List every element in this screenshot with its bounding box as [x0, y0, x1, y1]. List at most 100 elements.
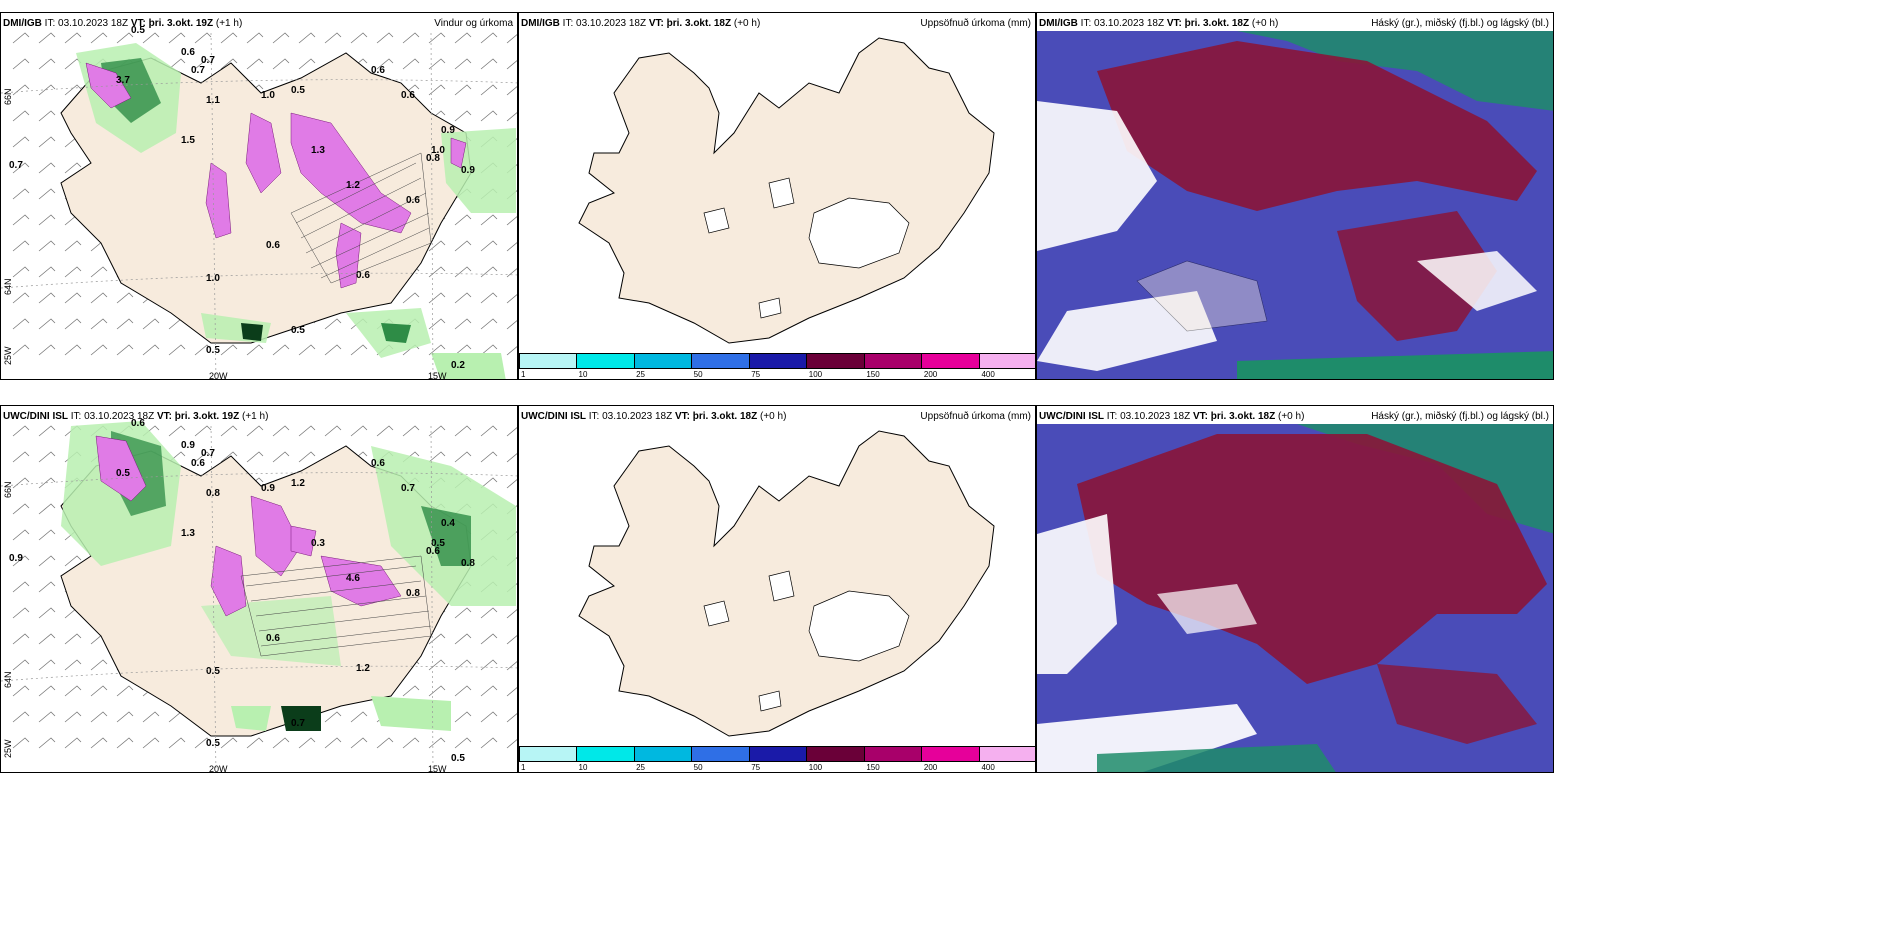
model-name: DMI/IGB	[3, 18, 42, 29]
wind-barb	[506, 216, 517, 226]
colorbar-ticks: 1 10 25 50 75 100 150 200 400	[519, 370, 1035, 379]
precip-value-label: 1.2	[356, 663, 370, 674]
wind-barb	[38, 84, 56, 96]
wind-barb	[350, 425, 368, 437]
wind-barb	[428, 425, 446, 437]
wind-barb	[168, 32, 186, 44]
precip-value-label: 0.6	[406, 195, 420, 206]
panel-title: DMI/IGB IT: 03.10.2023 18Z VT: þri. 3.ok…	[1039, 18, 1278, 29]
wind-barb	[38, 318, 56, 330]
wind-barb	[64, 555, 82, 567]
lead-time: (+0 h)	[1251, 18, 1279, 29]
precip-value-label: 0.8	[426, 153, 440, 164]
wind-barb	[298, 32, 316, 44]
wind-barb	[506, 739, 517, 749]
precip-colorbar	[519, 353, 1035, 369]
wind-barb	[480, 344, 498, 356]
wind-barb	[506, 713, 517, 723]
wind-barb	[64, 162, 82, 174]
wind-barb	[168, 58, 186, 70]
colorbar-segment	[692, 354, 750, 368]
precip-value-label: 0.3	[311, 538, 325, 549]
wind-barb	[38, 425, 56, 437]
wind-barb	[90, 711, 108, 723]
colorbar-tick-label: 200	[923, 370, 938, 379]
precip-value-label: 0.7	[9, 160, 23, 171]
wind-barb	[506, 320, 517, 330]
colorbar-tick-label: 1	[521, 763, 526, 772]
wind-barb	[324, 737, 342, 749]
wind-barb	[90, 659, 108, 671]
wind-barb	[38, 240, 56, 252]
vt-value: þri. 3.okt. 18Z	[1210, 411, 1276, 422]
precip-value-label: 0.7	[201, 55, 215, 66]
wind-barb	[506, 242, 517, 252]
lead-time: (+0 h)	[760, 411, 787, 422]
precip-value-label: 0.9	[261, 483, 275, 494]
accumulated-precip-panel-dmi: DMI/IGB IT: 03.10.2023 18Z VT: þri. 3.ok…	[518, 12, 1036, 380]
precip-value-label: 0.5	[206, 738, 220, 749]
wind-barb	[376, 737, 394, 749]
wind-barb	[480, 214, 498, 226]
precip-value-label: 0.8	[406, 588, 420, 599]
wind-barb	[220, 737, 238, 749]
wind-barb	[38, 266, 56, 278]
precip-value-label: 0.6	[426, 546, 440, 557]
colorbar-tick-label: 25	[636, 763, 646, 772]
cloud-panel-dmi: DMI/IGB IT: 03.10.2023 18Z VT: þri. 3.ok…	[1036, 12, 1554, 380]
wind-barb	[480, 633, 498, 645]
wind-barb	[64, 240, 82, 252]
wind-barb	[12, 659, 30, 671]
colorbar-tick-label: 400	[981, 763, 995, 772]
colorbar-tick-label: 100	[808, 370, 823, 379]
wind-barb	[506, 687, 517, 697]
wind-precip-map: 0.60.90.70.60.50.8 0.9 1.20.60.71.30.40.3 0…	[1, 418, 517, 772]
wind-barb	[142, 344, 160, 356]
vt-value: þri. 3.okt. 19Z	[174, 411, 240, 422]
wind-barb	[506, 479, 517, 489]
wind-barb	[38, 292, 56, 304]
precip-value-label: 0.5	[131, 25, 145, 36]
wind-barb	[12, 266, 30, 278]
wind-barb	[12, 292, 30, 304]
colorbar-segment	[864, 354, 923, 368]
wind-barb	[428, 318, 446, 330]
wind-barb	[376, 32, 394, 44]
wind-barb	[480, 110, 498, 122]
wind-barb	[246, 58, 264, 70]
wind-barb	[246, 451, 264, 463]
wind-barb	[272, 451, 290, 463]
wind-barb	[12, 318, 30, 330]
wind-barb	[116, 685, 134, 697]
precip-value-label: 0.6	[266, 240, 280, 251]
wind-barb	[454, 292, 472, 304]
precip-value-label: 0.6	[371, 458, 385, 469]
wind-barb	[38, 58, 56, 70]
wind-barb	[246, 344, 264, 356]
wind-barb	[480, 58, 498, 70]
glaciers	[703, 177, 910, 319]
panel-title: UWC/DINI ISL IT: 03.10.2023 18Z VT: þri.…	[3, 411, 268, 422]
wind-barb	[90, 737, 108, 749]
wind-barb	[350, 344, 368, 356]
precip-value-label: 0.7	[201, 448, 215, 459]
wind-barb	[402, 292, 420, 304]
precip-value-label: 3.7	[116, 75, 130, 86]
precip-value-label: 0.6	[356, 270, 370, 281]
wind-barb	[38, 214, 56, 226]
wind-barb	[480, 32, 498, 44]
wind-barb	[324, 425, 342, 437]
wind-barb	[324, 318, 342, 330]
wind-barb	[12, 503, 30, 515]
wind-barb	[298, 344, 316, 356]
wind-barb	[480, 266, 498, 278]
wind-barb	[38, 555, 56, 567]
precip-value-label: 1.3	[181, 528, 195, 539]
wind-barb	[454, 633, 472, 645]
wind-barb	[246, 32, 264, 44]
wind-barb	[428, 344, 446, 356]
accumulated-precip-map	[578, 37, 995, 344]
wind-barb	[38, 451, 56, 463]
precip-value-label: 1.5	[181, 135, 195, 146]
wind-barb	[116, 737, 134, 749]
